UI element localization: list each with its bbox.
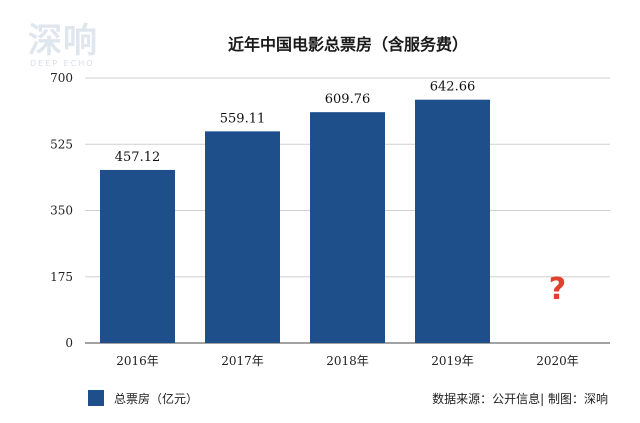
- legend-label: 总票房（亿元）: [114, 391, 198, 406]
- x-tick-label-3: 2019年: [431, 354, 474, 368]
- logo-sub-text: DEEP ECHO: [30, 59, 95, 68]
- y-tick-label-700: 700: [50, 71, 73, 85]
- legend: 总票房（亿元）: [88, 390, 198, 406]
- data-label-4: ?: [549, 272, 566, 307]
- data-label-0: 457.12: [115, 150, 161, 165]
- data-label-group: 457.12 559.11 609.76 642.66?: [115, 80, 566, 307]
- y-tick-label-0: 0: [65, 336, 73, 350]
- source-note: 数据来源：公开信息| 制图：深响: [432, 391, 608, 406]
- bar-2: [310, 112, 385, 343]
- bar-group: [100, 99, 490, 344]
- logo-main-text: 深响: [28, 21, 98, 61]
- y-tick-label-350: 350: [50, 204, 73, 218]
- logo: 深响 DEEP ECHO: [28, 21, 98, 68]
- x-tick-label-2: 2018年: [326, 354, 369, 368]
- x-tick-label-0: 2016年: [116, 354, 159, 368]
- x-tick-label-1: 2017年: [221, 354, 264, 368]
- data-label-2: 609.76: [325, 92, 371, 107]
- bar-1: [205, 131, 280, 343]
- y-tick-label-525: 525: [50, 137, 73, 151]
- legend-swatch: [88, 390, 104, 406]
- y-axis-ticks: 0 175 350 525 700: [50, 71, 73, 350]
- data-label-3: 642.66: [430, 80, 476, 95]
- bar-3: [415, 99, 490, 344]
- x-axis-ticks: 2016年 2017年 2018年 2019年 2020年: [116, 354, 579, 368]
- x-tick-label-4: 2020年: [536, 354, 579, 368]
- bar-0: [100, 169, 175, 343]
- chart-title: 近年中国电影总票房（含服务费）: [228, 35, 468, 54]
- y-tick-label-175: 175: [50, 270, 73, 284]
- data-label-1: 559.11: [220, 111, 266, 126]
